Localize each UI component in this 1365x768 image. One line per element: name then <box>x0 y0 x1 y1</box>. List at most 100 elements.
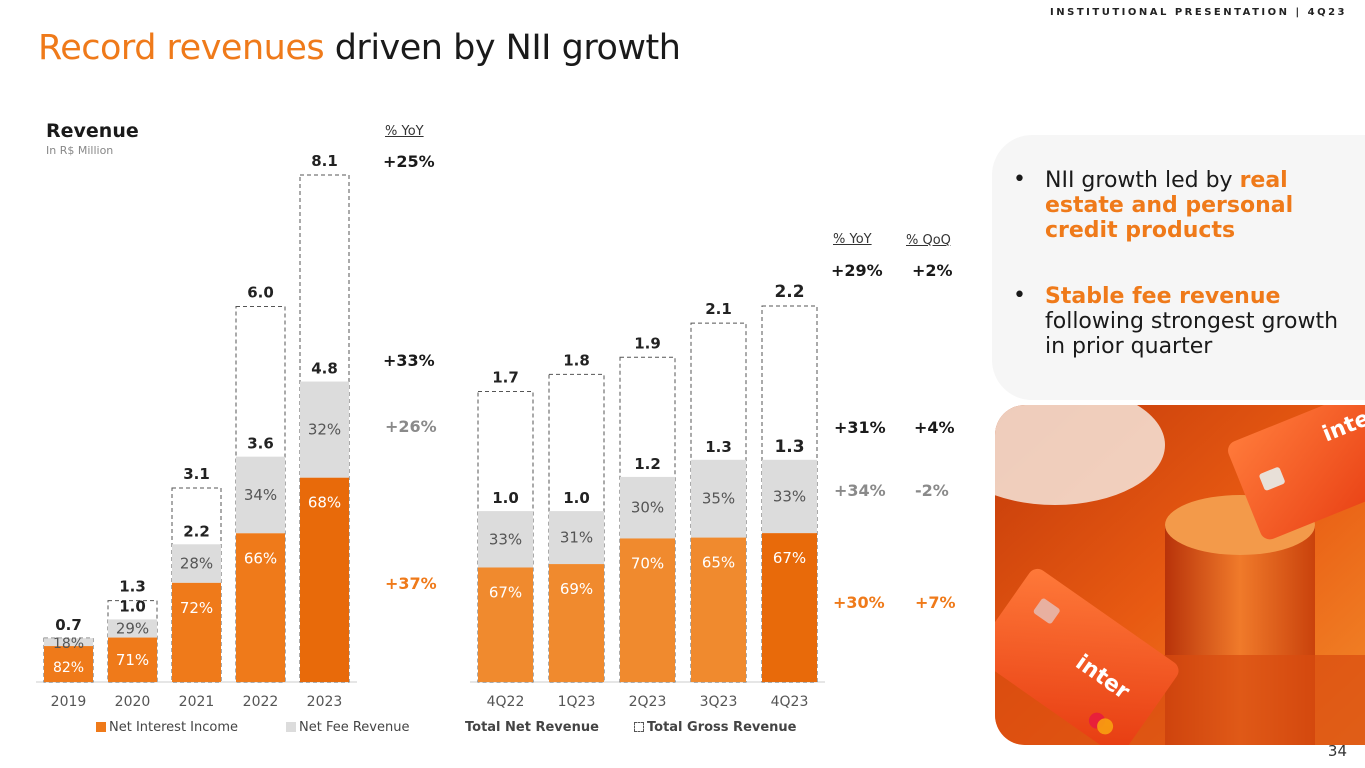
bar-fee-segment <box>44 638 93 647</box>
nii-share-label: 66% <box>244 549 277 567</box>
bar-fee-segment <box>172 544 221 583</box>
bar-fee-segment <box>478 511 533 568</box>
gross-revenue-label: 8.1 <box>311 152 338 170</box>
page-number: 34 <box>1327 742 1347 760</box>
legend-gross-swatch <box>634 722 644 732</box>
revenue-subtitle: In R$ Million <box>46 144 114 157</box>
bar-nii-segment <box>620 538 675 682</box>
bar-fee-segment <box>762 459 817 534</box>
legend-fee-label: Net Fee Revenue <box>299 720 410 735</box>
nii-share-label: 65% <box>702 554 735 572</box>
bar-nii-segment <box>108 637 157 682</box>
nii-share-label: 67% <box>489 583 522 601</box>
legend-nii-label: Net Interest Income <box>109 720 239 735</box>
legend-fee-swatch <box>286 722 296 732</box>
bar-nii-segment <box>236 533 285 682</box>
fee-share-label: 32% <box>308 421 341 439</box>
net-revenue-label: 2.2 <box>183 522 210 540</box>
bullet-fee-plain: following strongest growth in prior quar… <box>1045 309 1339 359</box>
x-tick-label: 2020 <box>115 694 151 710</box>
fee-share-label: 28% <box>180 555 213 573</box>
fee-share-label: 33% <box>773 487 806 505</box>
bar-fee-segment <box>549 511 604 565</box>
legend-total-net: Total Net Revenue <box>465 720 599 735</box>
gross-revenue-label: 1.3 <box>119 578 146 596</box>
fee-share-label: 33% <box>489 530 522 548</box>
quarterly-qoq-net: +4% <box>914 418 955 437</box>
bar-nii-segment <box>478 567 533 682</box>
legend-nii: Net Interest Income <box>96 720 238 735</box>
x-tick-label: 4Q22 <box>487 694 525 710</box>
bar-nii-segment <box>691 537 746 682</box>
x-tick-label: 4Q23 <box>771 694 809 710</box>
bullet-fee-text: Stable fee revenue following strongest g… <box>1045 284 1345 359</box>
highlights-panel <box>992 135 1365 400</box>
x-tick-label: 3Q23 <box>700 694 738 710</box>
fee-share-label: 31% <box>560 529 593 547</box>
annual-yoy-gross: +25% <box>383 152 435 171</box>
revenue-title: Revenue <box>46 120 139 142</box>
nii-share-label: 82% <box>53 660 84 676</box>
quarterly-yoy-net: +31% <box>834 418 886 437</box>
bullet-nii-plain: NII growth led by <box>1045 168 1240 193</box>
gross-revenue-label: 3.1 <box>183 465 210 483</box>
x-tick-label: 1Q23 <box>558 694 596 710</box>
nii-share-label: 68% <box>308 494 341 512</box>
gross-revenue-label: 2.2 <box>774 282 804 302</box>
bar-fee-segment <box>236 456 285 534</box>
net-revenue-label: 1.3 <box>705 438 732 456</box>
bullet-fee-highlight: Stable fee revenue <box>1045 284 1281 309</box>
legend-nii-swatch <box>96 722 106 732</box>
fee-share-label: 18% <box>53 636 84 652</box>
bar-fee-segment <box>300 381 349 478</box>
net-revenue-label: 3.6 <box>247 435 274 453</box>
bar-nii-segment <box>549 564 604 682</box>
quarterly-yoy-header: % YoY <box>833 232 872 247</box>
cards-photo: inter inter <box>995 405 1365 745</box>
presentation-tag: INSTITUTIONAL PRESENTATION | 4Q23 <box>1050 7 1347 18</box>
gross-revenue-label: 1.9 <box>634 334 661 352</box>
nii-share-label: 71% <box>116 651 149 669</box>
legend-gross-label: Total Gross Revenue <box>647 720 797 735</box>
bar-fee-segment <box>620 476 675 539</box>
net-revenue-label: 1.2 <box>634 455 661 473</box>
title-accent: Record revenues <box>38 28 325 68</box>
net-revenue-label: 1.3 <box>774 437 804 457</box>
fee-share-label: 34% <box>244 486 277 504</box>
bar-fee-segment <box>108 619 157 638</box>
gross-revenue-label: 1.7 <box>492 368 519 386</box>
bar-nii-segment <box>762 533 817 682</box>
gross-revenue-label: 6.0 <box>247 283 274 301</box>
title-rest: driven by NII growth <box>324 28 681 68</box>
fee-share-label: 35% <box>702 490 735 508</box>
quarterly-yoy-gross: +29% <box>831 261 883 280</box>
bar-nii-segment <box>300 477 349 682</box>
quarterly-yoy-nii: +30% <box>833 593 885 612</box>
x-tick-label: 2021 <box>179 694 215 710</box>
nii-share-label: 70% <box>631 554 664 572</box>
quarterly-qoq-nii: +7% <box>915 593 956 612</box>
legend-total-gross: Total Gross Revenue <box>634 720 797 735</box>
fee-share-label: 29% <box>116 619 149 637</box>
legend-fee: Net Fee Revenue <box>286 720 409 735</box>
x-tick-label: 2019 <box>51 694 87 710</box>
page-title: Record revenues driven by NII growth <box>38 28 681 68</box>
revenue-charts: 82%18%0.7201971%29%1.01.3202072%28%2.23.… <box>36 152 825 710</box>
nii-share-label: 69% <box>560 580 593 598</box>
bar-fee-segment <box>691 459 746 538</box>
net-revenue-label: 1.0 <box>492 489 519 507</box>
cards-illustration: inter inter <box>995 405 1365 745</box>
net-revenue-label: 0.7 <box>55 616 82 634</box>
net-revenue-label: 1.0 <box>119 597 146 615</box>
quarterly-qoq-fee: -2% <box>915 481 949 500</box>
net-revenue-label: 1.0 <box>563 489 590 507</box>
gross-revenue-label: 1.8 <box>563 351 590 369</box>
nii-share-label: 67% <box>773 549 806 567</box>
quarterly-qoq-header: % QoQ <box>906 233 951 248</box>
bullet-dot: • <box>1013 283 1026 308</box>
bar-nii-segment <box>44 646 93 682</box>
bullet-nii-highlight: real estate and personal credit products <box>1045 168 1294 243</box>
x-tick-label: 2023 <box>307 694 343 710</box>
bullet-nii-text: NII growth led by real estate and person… <box>1045 168 1345 243</box>
x-tick-label: 2Q23 <box>629 694 667 710</box>
